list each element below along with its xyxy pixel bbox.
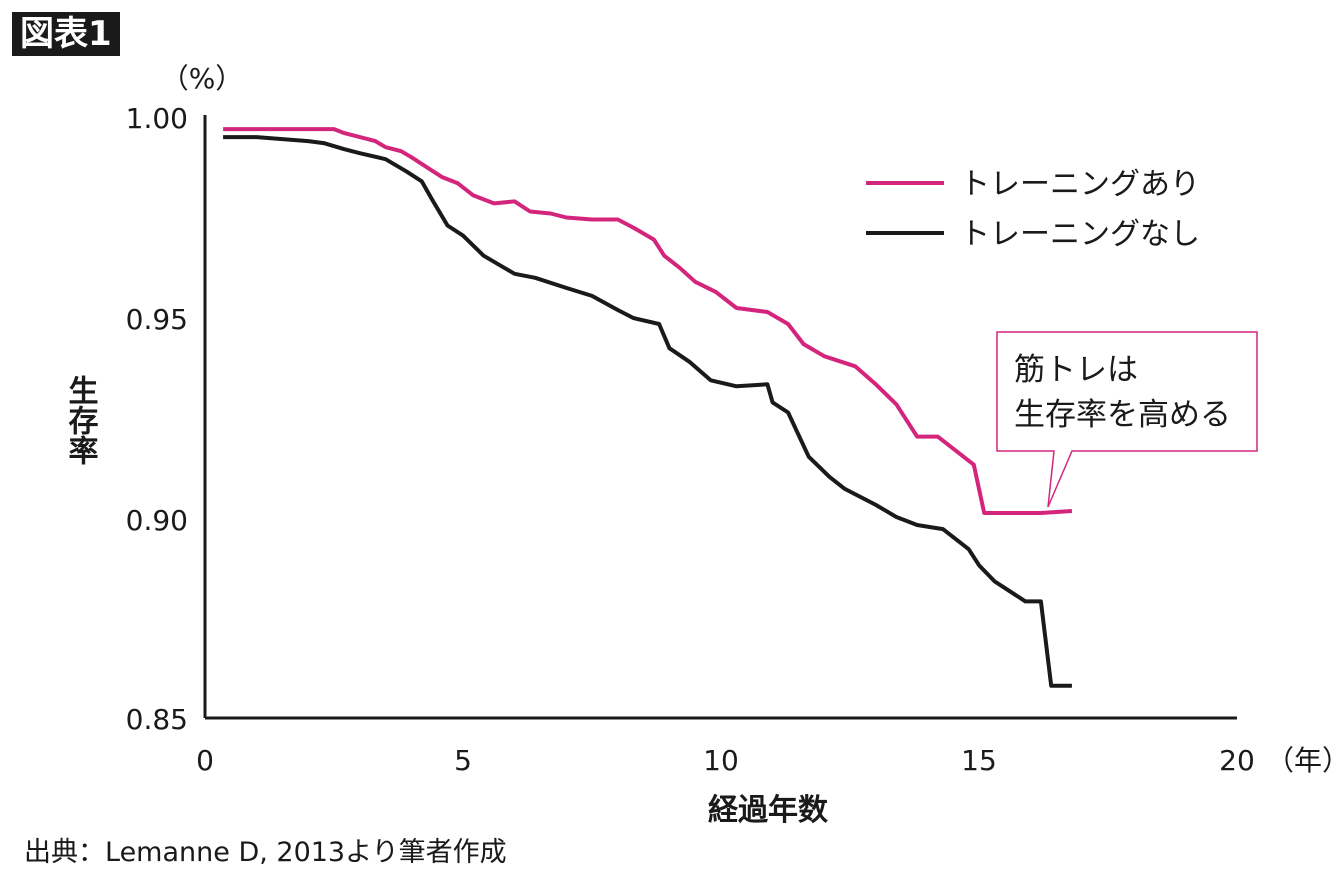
callout-line1: 筋トレは <box>1014 352 1138 388</box>
series-line-no-training <box>223 135 1072 688</box>
y-tick-label: 0.95 <box>126 303 188 336</box>
series-line-training <box>223 127 1073 515</box>
figure-label: 図表1 <box>12 12 120 56</box>
x-unit-label: （年） <box>1266 744 1340 777</box>
callout-box <box>996 331 1258 508</box>
legend-label-training: トレーニングあり <box>960 167 1200 202</box>
y-axis-title: 生存率 <box>63 375 99 465</box>
y-tick-label: 0.85 <box>126 703 188 736</box>
x-tick-label: 5 <box>454 744 472 777</box>
x-tick-label: 10 <box>703 744 739 777</box>
x-tick-label: 15 <box>961 744 997 777</box>
y-tick-label: 0.90 <box>126 504 188 537</box>
y-unit-label: （%） <box>161 62 244 95</box>
x-tick-label: 0 <box>196 744 214 777</box>
x-axis-title: 経過年数 <box>708 793 829 828</box>
source-note: 出典：Lemanne D, 2013より筆者作成 <box>24 837 507 868</box>
y-tick-label: 1.00 <box>126 102 188 135</box>
callout-line2: 生存率を高める <box>1014 397 1231 433</box>
legend-label-no-training: トレーニングなし <box>960 217 1200 252</box>
x-tick-label: 20 <box>1219 744 1255 777</box>
